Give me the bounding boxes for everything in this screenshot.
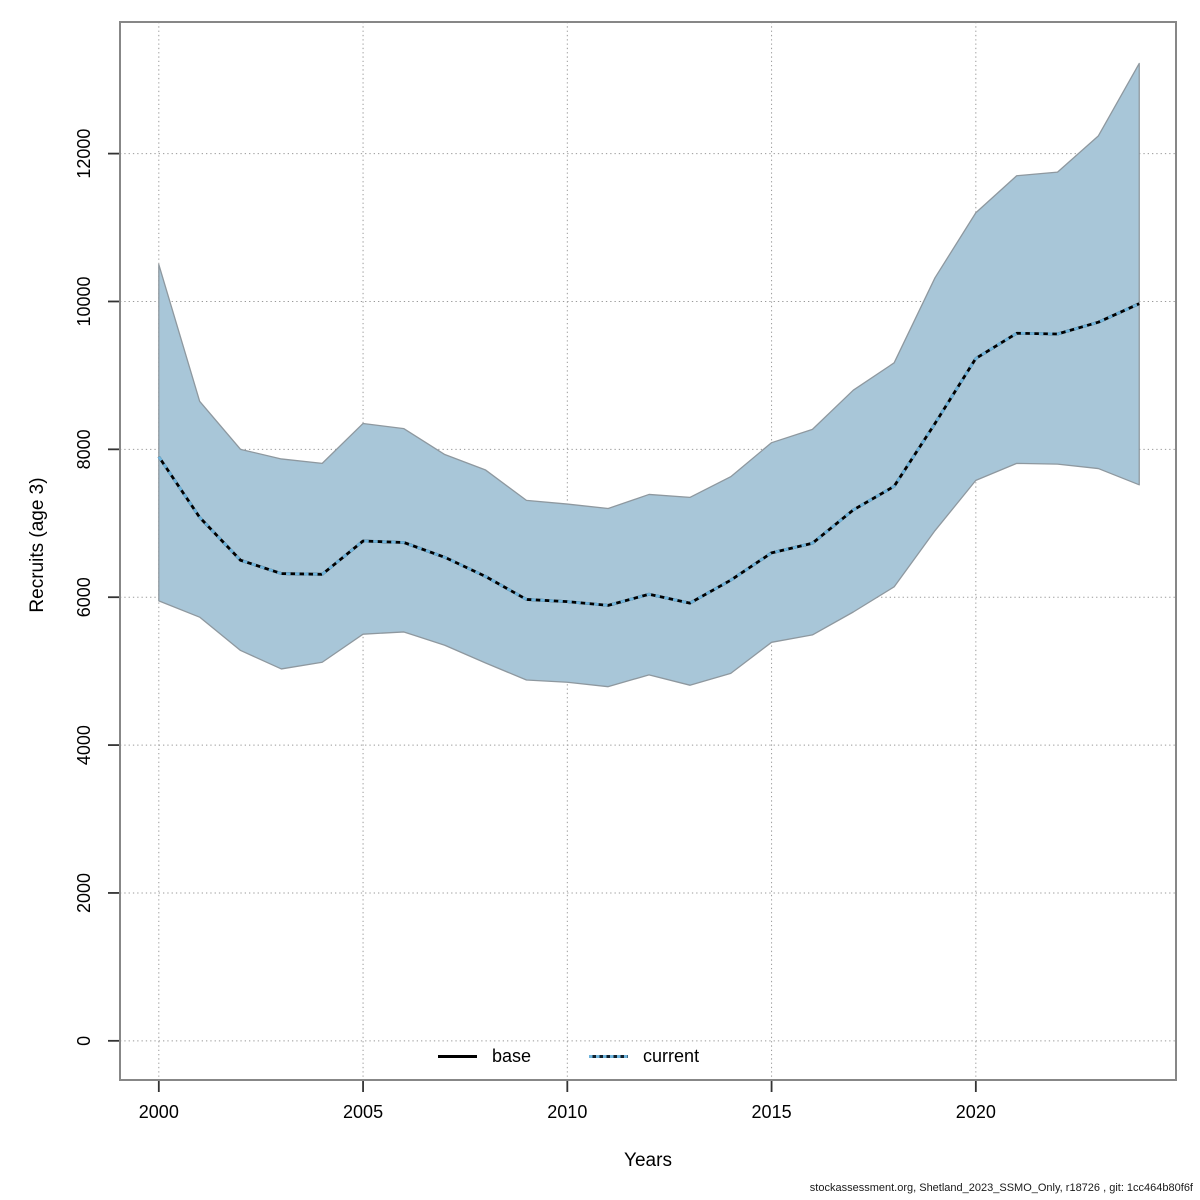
legend: base current <box>438 1046 699 1067</box>
x-tick-label: 2005 <box>343 1102 383 1122</box>
y-tick-label: 10000 <box>74 276 94 326</box>
x-axis-title: Years <box>624 1150 672 1171</box>
x-tick-label: 2015 <box>752 1102 792 1122</box>
legend-item-current: current <box>589 1046 699 1067</box>
x-tick-label: 2020 <box>956 1102 996 1122</box>
y-tick-label: 6000 <box>74 577 94 617</box>
x-tick-label: 2010 <box>547 1102 587 1122</box>
base-line-sample-icon <box>438 1055 477 1058</box>
x-tick-label: 2000 <box>139 1102 179 1122</box>
y-tick-label: 8000 <box>74 429 94 469</box>
footer-attribution: stockassessment.org, Shetland_2023_SSMO_… <box>809 1182 1193 1194</box>
confidence-band <box>158 62 1140 688</box>
y-tick-label: 2000 <box>74 873 94 913</box>
y-axis-title: Recruits (age 3) <box>27 477 48 613</box>
legend-label-current: current <box>643 1046 700 1066</box>
legend-item-base: base <box>438 1046 531 1067</box>
y-tick-label: 12000 <box>74 129 94 179</box>
y-tick-label: 0 <box>74 1036 94 1046</box>
current-line-sample-icon <box>589 1055 629 1058</box>
y-tick-label: 4000 <box>74 725 94 765</box>
current-line <box>157 302 1140 607</box>
legend-label-base: base <box>492 1046 532 1066</box>
plot-box <box>119 21 1177 1081</box>
